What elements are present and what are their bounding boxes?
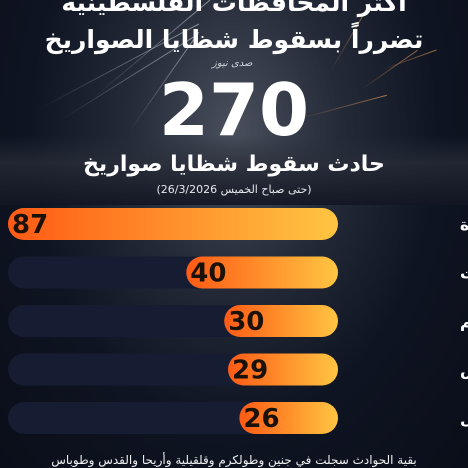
category-label: الخليل: [460, 409, 468, 428]
bar: [239, 402, 338, 434]
bar: [186, 256, 338, 289]
bar: [224, 305, 338, 337]
category-label: رام الله والبيرة: [460, 215, 468, 234]
bar: [228, 353, 338, 386]
category-label: نابلس: [460, 361, 468, 380]
date-note: (حتى صباح الخميس 26/3/2026): [156, 183, 312, 196]
footer-note: بقية الحوادث سجلت في جنين وطولكرم وقلقيل…: [51, 453, 417, 467]
bar-value-label: 40: [190, 259, 226, 289]
city-skyline-background: [0, 135, 468, 205]
bar-value-label: 26: [243, 404, 279, 434]
title-line-2: تضرراً بسقوط شظايا الصواريخ: [44, 25, 424, 54]
title-line-1: أكثر المحافظات الفلسطينية: [61, 0, 407, 17]
bar-value-label: 30: [228, 307, 264, 337]
category-label: سلفيت: [460, 264, 468, 283]
total-incidents-label: حادث سقوط شظايا صواريخ: [83, 152, 385, 177]
brand-logo: صدى نيوز: [212, 58, 253, 69]
bar-value-label: 87: [12, 210, 48, 240]
bar: [8, 208, 338, 240]
total-incidents-number: 270: [158, 68, 310, 152]
category-label: بيت لحم: [460, 312, 468, 331]
bar-value-label: 29: [232, 356, 268, 386]
